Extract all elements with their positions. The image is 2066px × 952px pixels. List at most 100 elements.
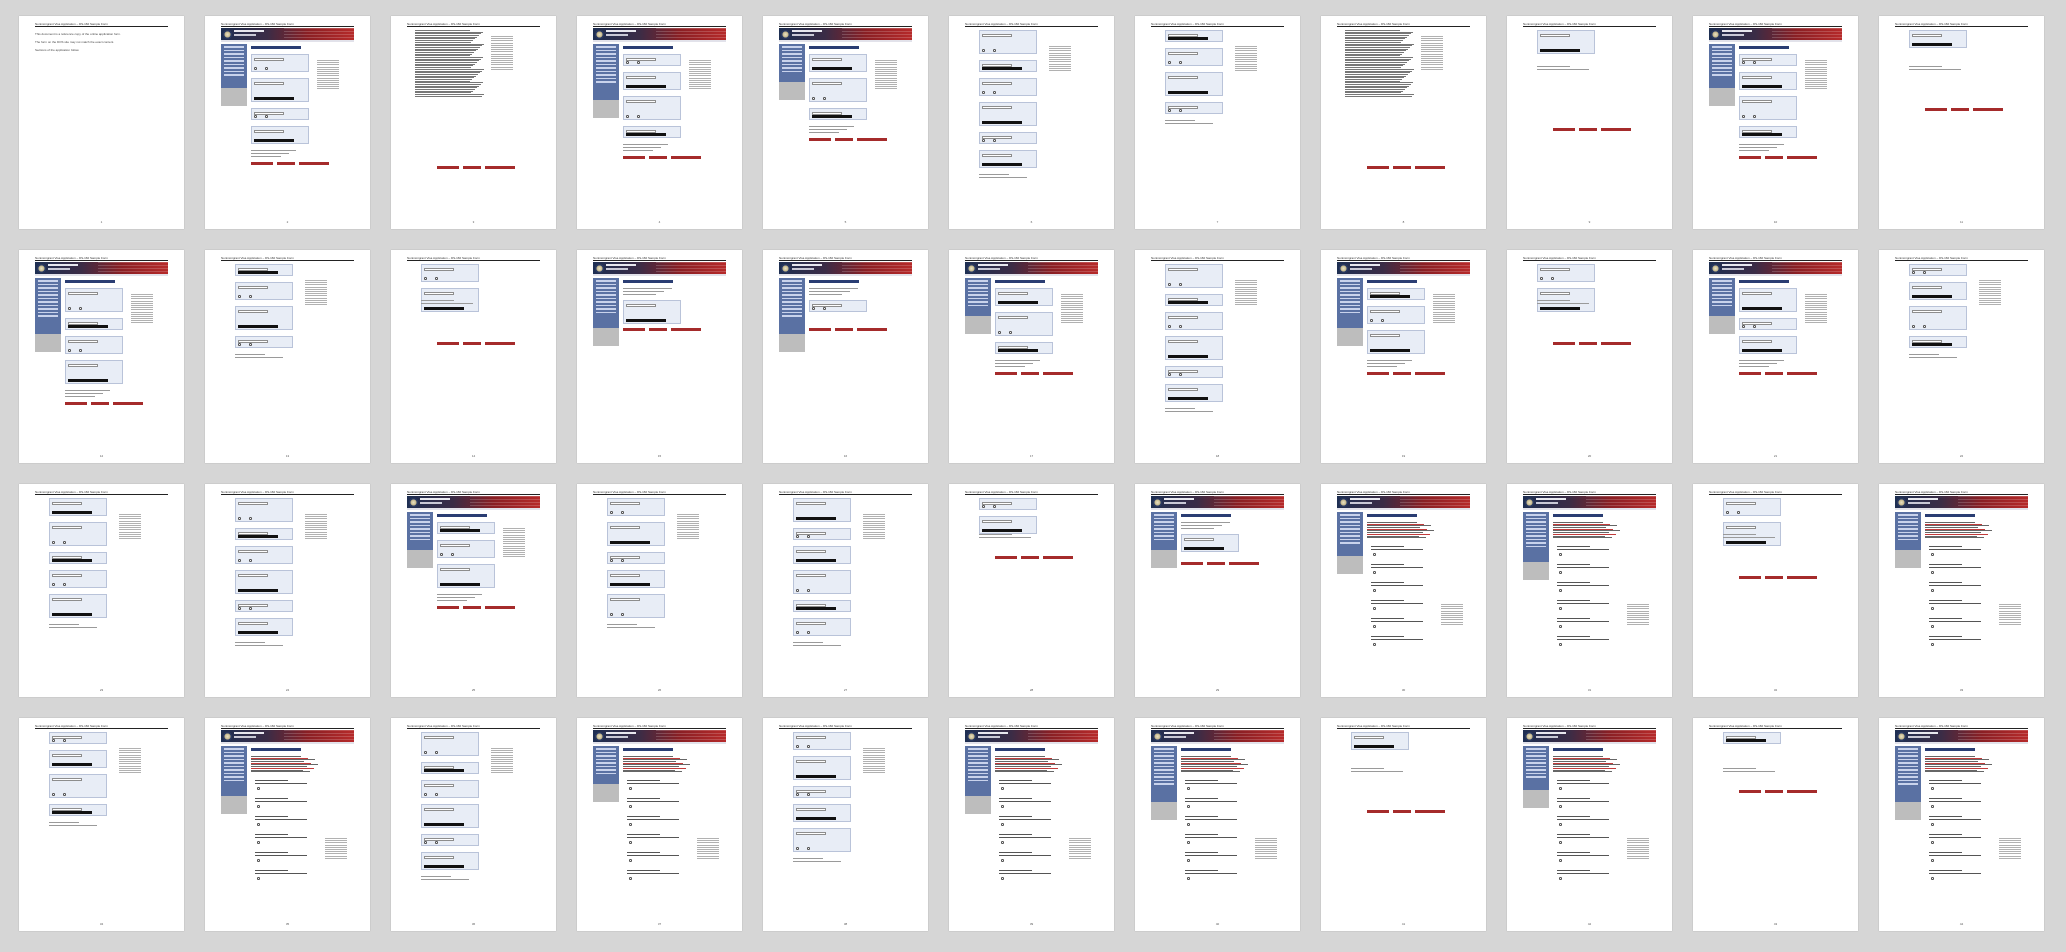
help-line bbox=[1235, 56, 1257, 58]
sidebar-item bbox=[410, 521, 430, 523]
state-department-banner bbox=[779, 28, 912, 40]
help-line bbox=[1805, 88, 1827, 90]
page-thumbnail[interactable]: Nonimmigrant Visa Application – DS-160 S… bbox=[1135, 718, 1300, 931]
page-thumbnail[interactable]: Nonimmigrant Visa Application – DS-160 S… bbox=[19, 484, 184, 697]
page-thumbnail[interactable]: Nonimmigrant Visa Application – DS-160 S… bbox=[1507, 718, 1672, 931]
help-line bbox=[863, 516, 885, 517]
cover-note-line: This document is a reference copy of the… bbox=[35, 32, 121, 36]
help-line bbox=[1069, 857, 1091, 859]
help-line bbox=[491, 62, 513, 64]
help-line bbox=[875, 84, 897, 85]
page-thumbnail[interactable]: Nonimmigrant Visa Application – DS-160 S… bbox=[949, 16, 1114, 229]
page-number: 16 bbox=[843, 454, 848, 458]
page-thumbnail[interactable]: Nonimmigrant Visa Application – DS-160 S… bbox=[1507, 250, 1672, 463]
page-thumbnail[interactable]: Nonimmigrant Visa Application – DS-160 S… bbox=[1879, 718, 2044, 931]
sidebar-item bbox=[224, 748, 244, 750]
form-field bbox=[796, 832, 826, 835]
help-line bbox=[491, 46, 513, 48]
radio-button bbox=[629, 877, 632, 880]
page-thumbnail[interactable]: Nonimmigrant Visa Application – DS-160 S… bbox=[577, 484, 742, 697]
text-line bbox=[1929, 618, 1962, 619]
radio-button bbox=[1931, 805, 1934, 808]
help-line bbox=[677, 531, 699, 533]
sidebar-item bbox=[410, 538, 430, 540]
page-thumbnail[interactable]: Nonimmigrant Visa Application – DS-160 S… bbox=[763, 250, 928, 463]
page-thumbnail[interactable]: Nonimmigrant Visa Application – DS-160 S… bbox=[1693, 484, 1858, 697]
help-line bbox=[1805, 307, 1827, 308]
page-thumbnail[interactable]: Nonimmigrant Visa Application – DS-160 S… bbox=[19, 718, 184, 931]
form-field bbox=[424, 808, 454, 811]
help-line bbox=[1805, 64, 1827, 66]
banner-nav-bar bbox=[965, 742, 1098, 744]
page-thumbnail[interactable]: Nonimmigrant Visa Application – DS-160 S… bbox=[205, 484, 370, 697]
page-thumbnail[interactable]: Nonimmigrant Visa Application – DS-160 S… bbox=[391, 250, 556, 463]
page-thumbnail[interactable]: Nonimmigrant Visa Application – DS-160 S… bbox=[949, 250, 1114, 463]
page-thumbnail[interactable]: Nonimmigrant Visa Application – DS-160 S… bbox=[949, 718, 1114, 931]
text-line bbox=[1739, 366, 1770, 367]
help-line bbox=[131, 300, 153, 302]
page-thumbnail[interactable]: Nonimmigrant Visa Application – DS-160 S… bbox=[763, 16, 928, 229]
page-thumbnail[interactable]: Nonimmigrant Visa Application – DS-160 S… bbox=[1879, 484, 2044, 697]
page-thumbnail[interactable]: Nonimmigrant Visa Application – DS-160 S… bbox=[1321, 718, 1486, 931]
text-line bbox=[49, 624, 80, 625]
banner-text bbox=[1350, 498, 1380, 500]
page-thumbnail[interactable]: Nonimmigrant Visa Application – DS-160 S… bbox=[205, 16, 370, 229]
help-line bbox=[1433, 300, 1455, 302]
radio-button bbox=[1931, 571, 1934, 574]
page-header: Nonimmigrant Visa Application – DS-160 S… bbox=[1337, 23, 1470, 27]
page-header: Nonimmigrant Visa Application – DS-160 S… bbox=[1151, 23, 1284, 27]
page-thumbnail[interactable]: Nonimmigrant Visa Application – DS-160 S… bbox=[205, 718, 370, 931]
page-thumbnail[interactable]: Nonimmigrant Visa Application – DS-160 S… bbox=[763, 484, 928, 697]
sidebar-item bbox=[1898, 772, 1918, 774]
radio-button bbox=[1009, 331, 1012, 334]
page-thumbnail[interactable]: Nonimmigrant Visa Application – DS-160 S… bbox=[1135, 16, 1300, 229]
page-thumbnail[interactable]: Nonimmigrant Visa Application – DS-160 S… bbox=[1321, 250, 1486, 463]
sidebar-item bbox=[38, 308, 58, 310]
help-line bbox=[119, 514, 141, 515]
page-thumbnail[interactable]: Nonimmigrant Visa Application – DS-160 S… bbox=[1693, 250, 1858, 463]
page-thumbnail[interactable]: Nonimmigrant Visa Application – DS-160 S… bbox=[577, 718, 742, 931]
page-thumbnail[interactable]: Nonimmigrant Visa Application – DS-160 S… bbox=[19, 16, 184, 229]
page-thumbnail[interactable]: Nonimmigrant Visa Application – DS-160 S… bbox=[577, 16, 742, 229]
page-thumbnail[interactable]: Nonimmigrant Visa Application – DS-160 S… bbox=[763, 718, 928, 931]
help-line bbox=[491, 38, 513, 39]
sidebar-item bbox=[968, 748, 988, 750]
page-thumbnail[interactable]: Nonimmigrant Visa Application – DS-160 S… bbox=[391, 16, 556, 229]
page-thumbnail[interactable]: Nonimmigrant Visa Application – DS-160 S… bbox=[1693, 16, 1858, 229]
sidebar-item bbox=[968, 287, 988, 289]
state-department-banner bbox=[1709, 262, 1842, 274]
navigation-button-bar bbox=[485, 342, 515, 345]
page-thumbnail[interactable]: Nonimmigrant Visa Application – DS-160 S… bbox=[19, 250, 184, 463]
help-line bbox=[863, 767, 885, 769]
banner-text bbox=[606, 30, 636, 32]
radio-button bbox=[796, 589, 799, 592]
sidebar-secondary bbox=[1337, 328, 1363, 346]
radio-button bbox=[796, 847, 799, 850]
form-field bbox=[796, 604, 826, 607]
page-thumbnail[interactable]: Nonimmigrant Visa Application – DS-160 S… bbox=[1321, 484, 1486, 697]
help-line bbox=[689, 75, 711, 77]
radio-button bbox=[435, 841, 438, 844]
text-line bbox=[255, 798, 288, 799]
page-thumbnail[interactable]: Nonimmigrant Visa Application – DS-160 S… bbox=[1507, 16, 1672, 229]
redacted-field bbox=[52, 763, 92, 766]
page-thumbnail[interactable]: Nonimmigrant Visa Application – DS-160 S… bbox=[1321, 16, 1486, 229]
page-thumbnail[interactable]: Nonimmigrant Visa Application – DS-160 S… bbox=[949, 484, 1114, 697]
page-thumbnail[interactable]: Nonimmigrant Visa Application – DS-160 S… bbox=[1693, 718, 1858, 931]
text-line bbox=[1557, 870, 1590, 871]
page-thumbnail[interactable]: Nonimmigrant Visa Application – DS-160 S… bbox=[391, 718, 556, 931]
help-line bbox=[697, 855, 719, 857]
sidebar-item bbox=[1712, 56, 1732, 58]
page-thumbnail[interactable]: Nonimmigrant Visa Application – DS-160 S… bbox=[205, 250, 370, 463]
page-thumbnail[interactable]: Nonimmigrant Visa Application – DS-160 S… bbox=[1507, 484, 1672, 697]
radio-button bbox=[807, 535, 810, 538]
page-thumbnail[interactable]: Nonimmigrant Visa Application – DS-160 S… bbox=[1135, 250, 1300, 463]
text-line bbox=[1371, 638, 1423, 640]
page-thumbnail[interactable]: Nonimmigrant Visa Application – DS-160 S… bbox=[1135, 484, 1300, 697]
page-thumbnail[interactable]: Nonimmigrant Visa Application – DS-160 S… bbox=[391, 484, 556, 697]
navigation-button-bar bbox=[1579, 342, 1597, 345]
page-thumbnail[interactable]: Nonimmigrant Visa Application – DS-160 S… bbox=[577, 250, 742, 463]
page-thumbnail[interactable]: Nonimmigrant Visa Application – DS-160 S… bbox=[1879, 16, 2044, 229]
form-field bbox=[1912, 310, 1942, 313]
page-thumbnail[interactable]: Nonimmigrant Visa Application – DS-160 S… bbox=[1879, 250, 2044, 463]
